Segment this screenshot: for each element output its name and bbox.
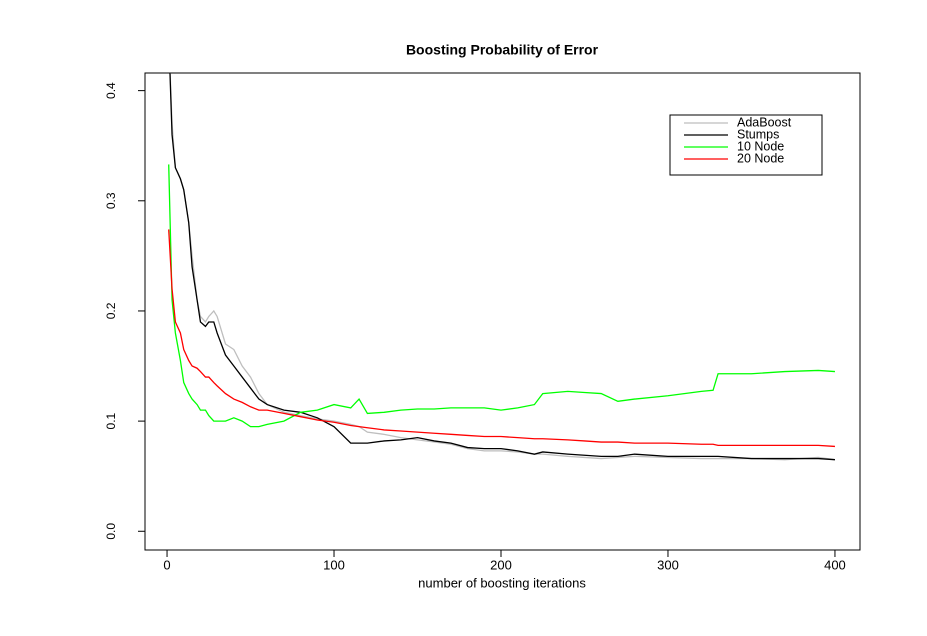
x-tick-label: 200 — [490, 557, 512, 572]
legend-label: Stumps — [737, 127, 779, 141]
series-line — [169, 73, 835, 461]
legend-label: 10 Node — [737, 139, 784, 153]
legend-label: AdaBoost — [737, 115, 792, 129]
x-tick-label: 0 — [163, 557, 170, 572]
legend-box — [669, 114, 823, 176]
legend-label: 20 Node — [737, 151, 784, 165]
x-axis-label: number of boosting iterations — [418, 575, 586, 590]
x-tick-label: 400 — [824, 557, 846, 572]
series-line — [168, 164, 835, 428]
y-tick-label: 0.3 — [104, 192, 118, 209]
series-line — [168, 229, 835, 448]
series-line — [169, 73, 836, 461]
x-tick-label: 100 — [323, 557, 345, 572]
y-tick-label: 0.0 — [104, 523, 118, 540]
y-tick-label: 0.2 — [104, 302, 118, 319]
chart-title: Boosting Probability of Error — [406, 42, 599, 58]
plot-area — [168, 73, 836, 461]
y-tick-label: 0.1 — [104, 412, 118, 429]
y-tick-label: 0.4 — [104, 82, 118, 99]
x-tick-label: 300 — [657, 557, 679, 572]
